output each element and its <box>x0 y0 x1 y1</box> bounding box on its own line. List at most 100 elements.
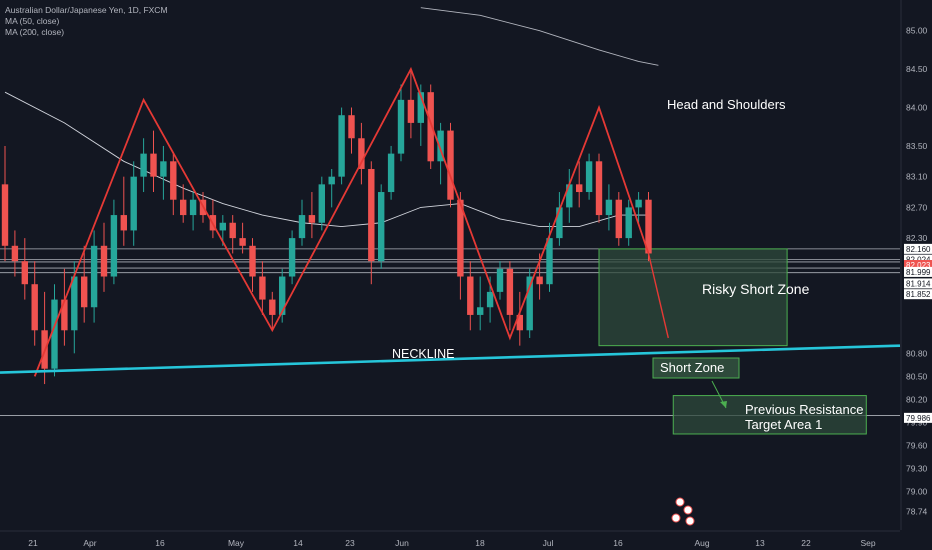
chart-legend: Australian Dollar/Japanese Yen, 1D, FXCM… <box>5 5 168 38</box>
previous-resistance-label: Previous Resistance <box>745 402 864 417</box>
candle-body <box>259 276 266 300</box>
candle-body <box>477 307 484 315</box>
price-label-box <box>904 266 932 277</box>
price-tick-label: 78.74 <box>906 507 928 517</box>
candle-body <box>585 161 593 193</box>
ma200-line <box>420 7 659 66</box>
price-label: 79.986 <box>906 414 931 423</box>
candle-body <box>219 222 226 231</box>
price-label: 81.914 <box>906 279 931 288</box>
candle-body <box>180 199 187 216</box>
price-label-box <box>904 260 932 270</box>
time-tick-label: 16 <box>613 538 623 548</box>
projection-arrow-line <box>647 253 669 339</box>
price-tick-label: 83.10 <box>906 172 928 182</box>
time-tick-label: 16 <box>155 538 165 548</box>
candle-body <box>516 314 523 331</box>
candle-body <box>625 207 632 239</box>
candle-body <box>288 238 296 277</box>
pattern-label: Head and Shoulders <box>667 97 786 112</box>
candle-body <box>457 199 464 277</box>
candle-body <box>645 199 652 254</box>
candle-body <box>536 276 543 285</box>
candle-body <box>576 184 583 193</box>
price-tick-label: 80.50 <box>906 371 928 381</box>
candle-body <box>338 115 345 177</box>
candle-body <box>526 276 533 331</box>
candle-body <box>556 207 563 239</box>
candle-body <box>189 199 197 216</box>
candle-body <box>437 130 444 162</box>
event-marker-icon[interactable] <box>675 497 685 507</box>
candle-body <box>635 199 642 208</box>
time-tick-label: Aug <box>694 538 709 548</box>
price-label-box <box>904 243 932 254</box>
neckline <box>0 344 901 374</box>
indicator-ma50-label: MA (50, close) <box>5 16 60 26</box>
candle-body <box>110 215 118 277</box>
short-zone-pointer-head <box>720 401 727 408</box>
candle-body <box>71 276 78 331</box>
candle-body <box>348 115 355 139</box>
candle-body <box>447 130 454 200</box>
head-shoulders-zigzag <box>33 66 650 377</box>
candle-body <box>397 99 405 154</box>
candle-body <box>417 92 424 123</box>
candle-body <box>566 184 573 208</box>
candle-body <box>486 291 494 308</box>
price-tick-label: 80.20 <box>906 394 928 404</box>
price-label: 81.999 <box>906 268 931 277</box>
candle-body <box>61 299 68 331</box>
price-tick-label: 83.50 <box>906 141 928 151</box>
price-label-box <box>904 278 932 289</box>
candle-body <box>239 238 246 246</box>
neckline-label: NECKLINE <box>392 347 455 361</box>
candle-body <box>605 199 613 216</box>
candle-body <box>387 153 395 193</box>
price-tick-label: 82.70 <box>906 202 928 212</box>
time-tick-label: Jun <box>395 538 409 548</box>
price-label-box <box>904 412 932 423</box>
candle-body <box>595 161 603 216</box>
time-tick-label: 18 <box>475 538 485 548</box>
time-tick-label: Sep <box>860 538 875 548</box>
time-tick-label: May <box>228 538 245 548</box>
candle-body <box>298 215 306 239</box>
price-tick-label: 84.00 <box>906 103 928 113</box>
candle-body <box>546 238 553 285</box>
candle-body <box>120 215 127 231</box>
price-label: 81.852 <box>906 290 931 299</box>
short-zone-box <box>652 357 740 379</box>
risky-short-zone-label: Risky Short Zone <box>702 281 810 297</box>
price-label-box <box>904 254 932 265</box>
candle-body <box>496 268 504 292</box>
event-marker-icon[interactable] <box>685 516 695 526</box>
candle-body <box>81 276 88 308</box>
candle-body <box>249 245 256 277</box>
short-zone-label: Short Zone <box>660 360 724 375</box>
candle-body <box>160 161 167 177</box>
price-tick-label: 85.00 <box>906 26 928 36</box>
candle-body <box>407 99 415 123</box>
event-marker-icon[interactable] <box>683 505 693 515</box>
indicator-ma200-label: MA (200, close) <box>5 27 65 37</box>
candle-body <box>130 176 137 231</box>
event-marker-icon[interactable] <box>671 513 681 523</box>
candle-body <box>328 176 335 185</box>
candle-body <box>11 245 19 262</box>
time-tick-label: 21 <box>28 538 38 548</box>
candle-body <box>150 153 157 177</box>
candle-body <box>140 153 147 177</box>
time-tick-label: 23 <box>345 538 355 548</box>
chart-title: Australian Dollar/Japanese Yen, 1D, FXCM <box>5 5 168 15</box>
price-label: 82.160 <box>906 245 931 254</box>
candle-body <box>90 245 98 308</box>
time-tick-label: Jul <box>543 538 554 548</box>
candle-body <box>467 276 474 315</box>
candle-body <box>170 161 177 200</box>
time-tick-label: 14 <box>293 538 303 548</box>
zone-rect-target-area <box>672 395 867 435</box>
candle-body <box>506 268 514 315</box>
candle-body <box>358 138 365 169</box>
